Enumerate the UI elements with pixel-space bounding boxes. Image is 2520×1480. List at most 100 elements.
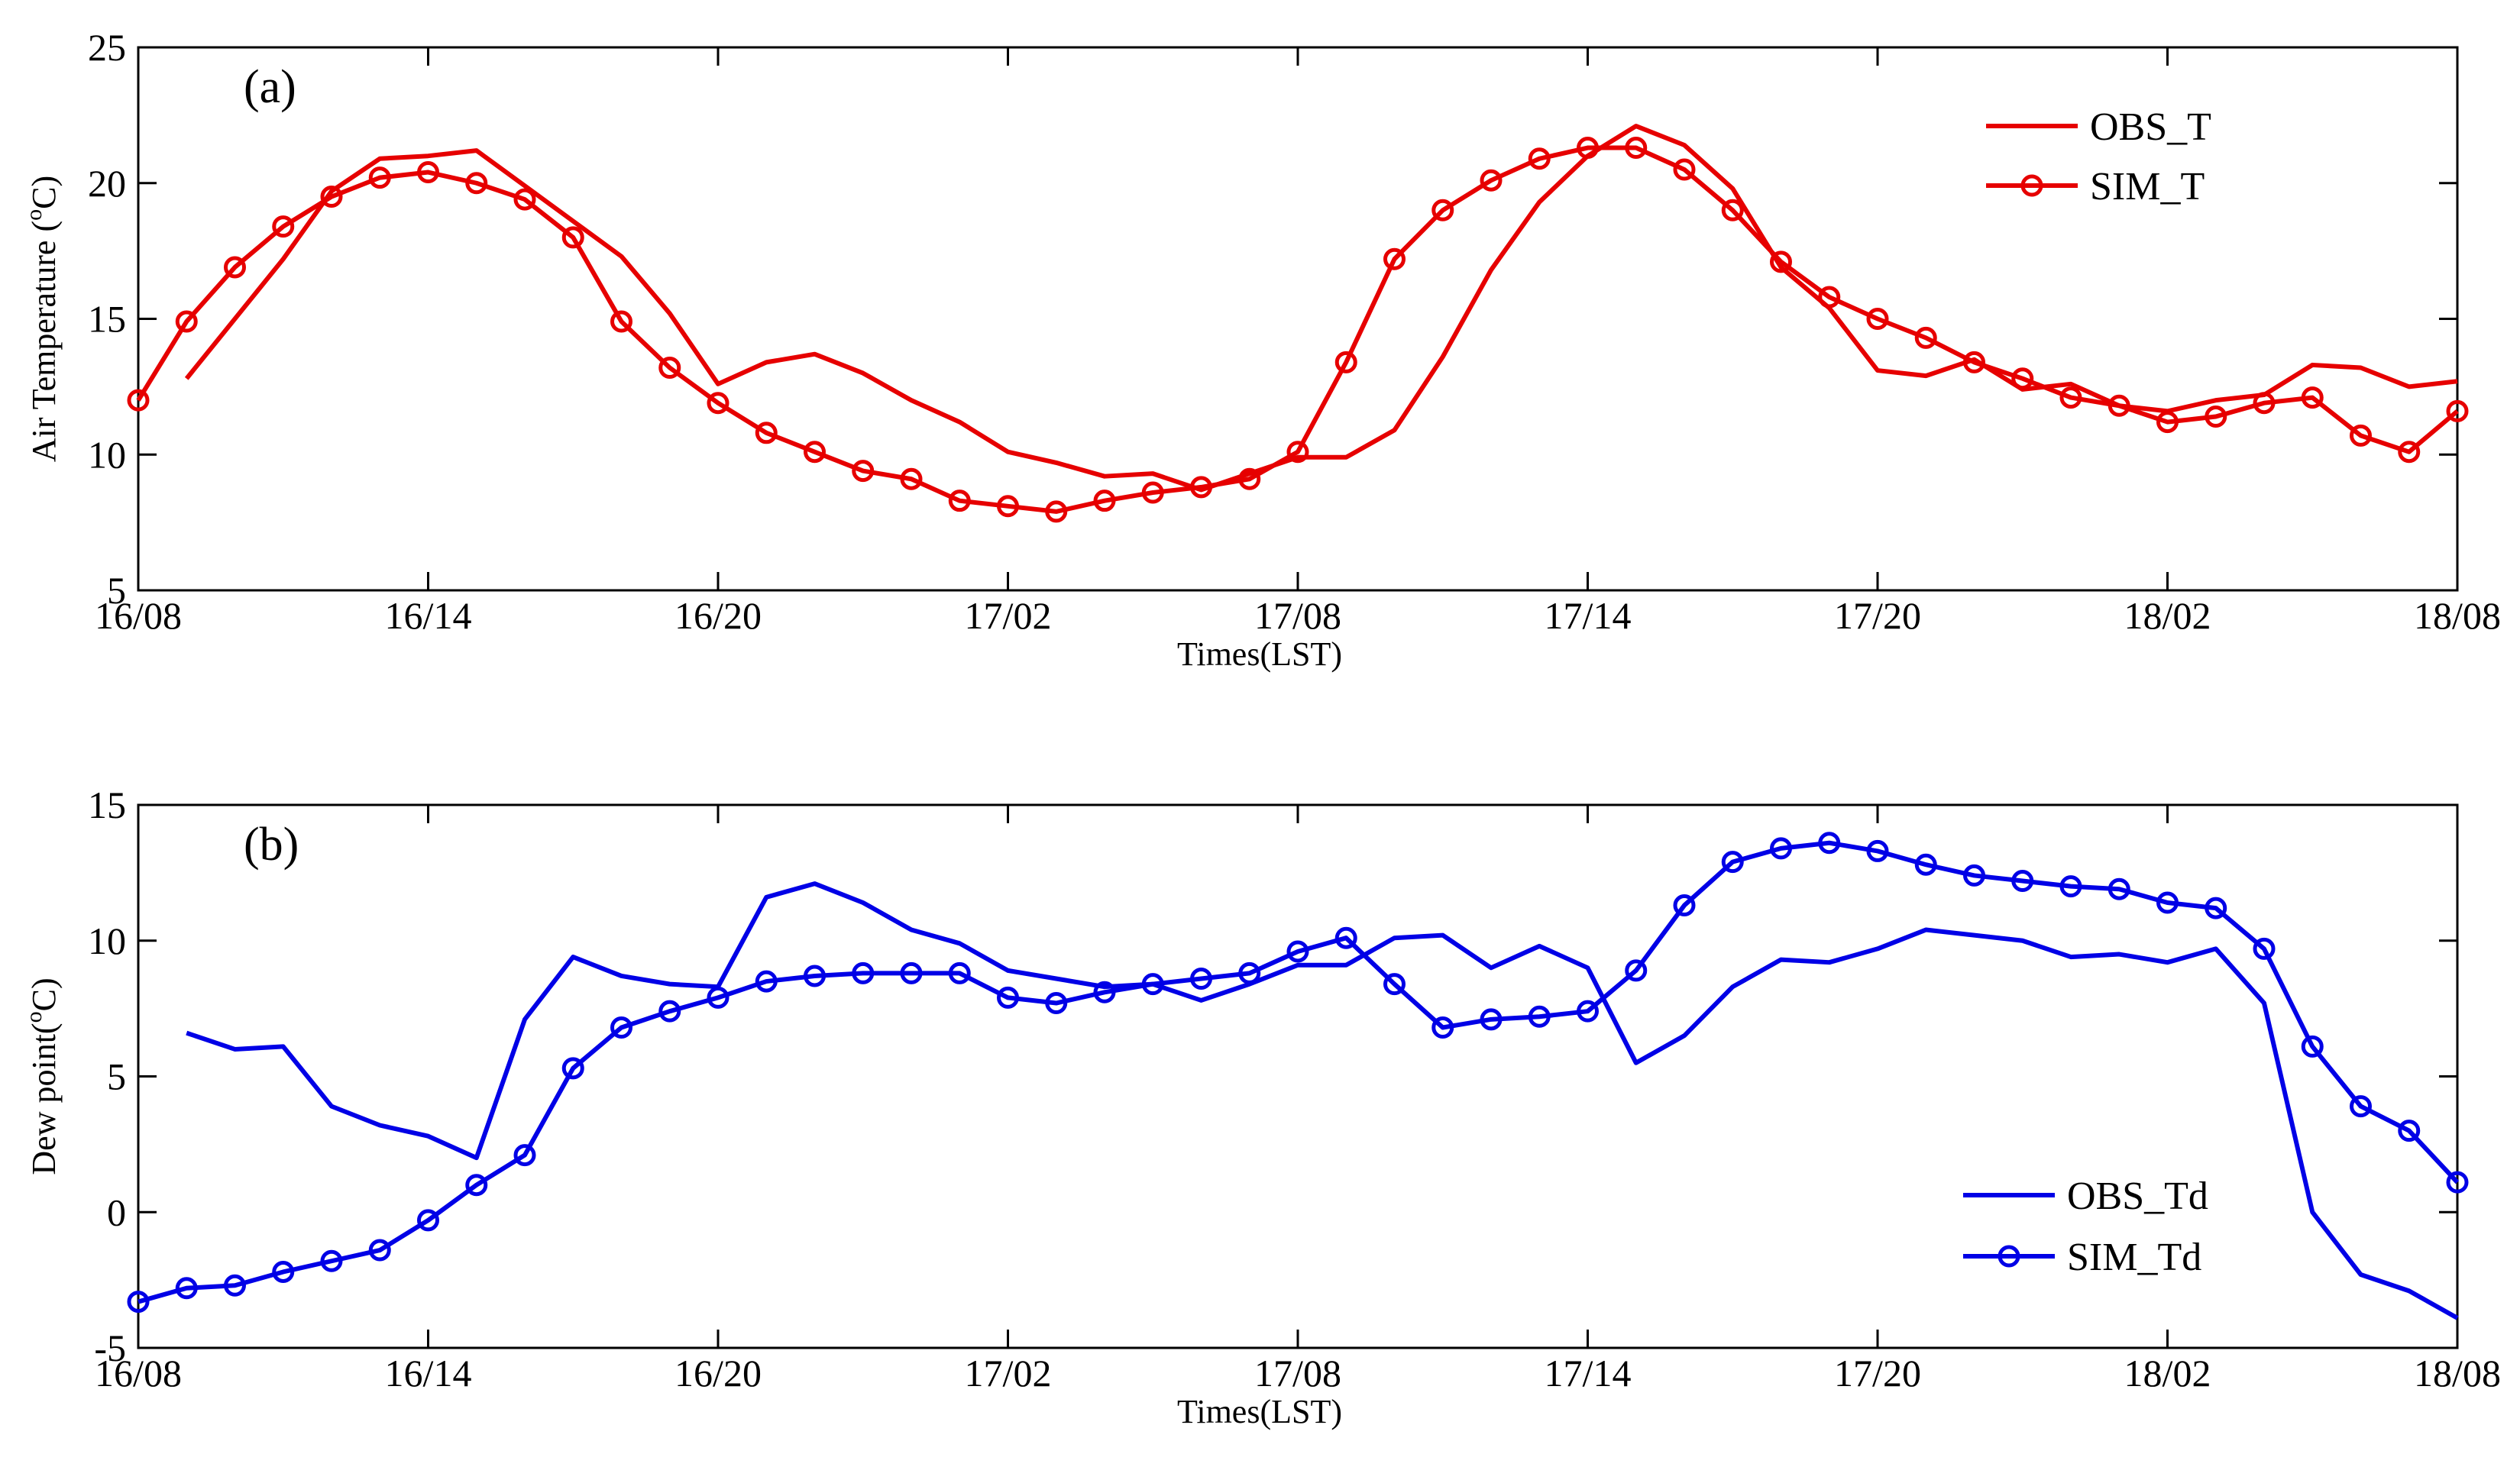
data-point [2156, 411, 2179, 434]
data-point [2253, 392, 2276, 415]
data-point [707, 986, 729, 1009]
data-point [1818, 832, 1841, 855]
data-point [1963, 864, 1985, 887]
data-point [1625, 137, 1648, 160]
x-tick-label: 17/20 [1834, 594, 1921, 637]
y-tick-label: -5 [94, 1327, 126, 1369]
x-tick-label: 17/08 [1254, 594, 1341, 637]
data-point [561, 1057, 584, 1080]
data-point [1286, 441, 1309, 464]
y-axis-label-unit: C) [25, 176, 63, 209]
data-point [2011, 367, 2034, 390]
data-point [127, 1291, 150, 1314]
data-point [755, 422, 778, 444]
data-point [900, 467, 923, 490]
data-point [175, 1277, 198, 1300]
data-point [1238, 467, 1261, 490]
data-point [2156, 891, 2179, 914]
data-point [2301, 1035, 2324, 1058]
data-point [1770, 250, 1792, 273]
data-point [658, 1000, 681, 1023]
data-point [658, 356, 681, 379]
data-point [224, 1274, 246, 1297]
data-point [465, 1174, 488, 1197]
x-tick-label: 17/08 [1254, 1352, 1341, 1394]
x-tick-label: 18/08 [2414, 594, 2501, 637]
data-point [224, 256, 246, 279]
y-axis-label-text: Air Temperature ( [25, 221, 63, 462]
data-point [2011, 870, 2034, 893]
data-point [1963, 351, 1985, 373]
x-tick-label: 17/14 [1545, 1352, 1632, 1394]
series-line [137, 840, 2460, 1304]
y-tick-label: 10 [88, 919, 126, 962]
data-point [368, 1239, 391, 1262]
data-point [755, 970, 778, 993]
y-tick-label: 0 [107, 1191, 126, 1233]
data-point [900, 961, 923, 984]
data-point [2108, 877, 2130, 900]
data-point [1480, 1008, 1503, 1031]
y-tick-label: 15 [88, 784, 126, 826]
data-point [417, 161, 439, 184]
series-line [186, 881, 2459, 1320]
panel-a: 5 10 15 20 25 16/08 16/14 16/20 17/02 17/08 17/14 1… [21, 26, 2501, 673]
y-tick-label: 5 [107, 569, 126, 612]
x-tick-label: 16/08 [95, 594, 182, 637]
x-tick-label: 16/14 [385, 1352, 472, 1394]
data-point [997, 986, 1019, 1009]
data-point [1866, 308, 1889, 330]
data-point [2205, 897, 2227, 919]
data-point [852, 961, 875, 984]
data-point [1190, 476, 1212, 499]
data-point [465, 172, 488, 195]
panel-b: -5 0 5 10 15 16/08 16/14 16/20 17/02 17/08 17/14 17… [21, 784, 2501, 1430]
data-point [1625, 959, 1648, 982]
data-point [1045, 500, 1068, 523]
x-tick-label: 18/08 [2414, 1352, 2501, 1394]
data-point [2350, 1095, 2372, 1118]
series-sim-t [127, 137, 2469, 523]
panel-label: (b) [244, 819, 299, 871]
data-point [1914, 326, 1937, 349]
x-tick-label: 18/02 [2124, 1352, 2211, 1394]
data-point [1334, 351, 1357, 373]
data-point [513, 1144, 536, 1167]
data-point [1866, 839, 1889, 862]
data-point [1190, 968, 1212, 990]
data-point [1045, 992, 1068, 1015]
y-tick-label: 5 [107, 1055, 126, 1098]
y-tick-label: 15 [88, 298, 126, 341]
x-tick-label: 17/02 [965, 1352, 1052, 1394]
data-point [1673, 894, 1696, 917]
data-point [1721, 199, 1744, 221]
data-point [1818, 286, 1841, 309]
y-axis-label-unit: C) [25, 978, 63, 1011]
y-axis-label: Dew point(oC) [21, 978, 63, 1175]
data-point [1093, 490, 1116, 512]
x-tick-label: 17/02 [965, 594, 1052, 637]
data-point [1286, 940, 1309, 963]
y-tick-label: 20 [88, 162, 126, 205]
y-tick-label: 25 [88, 26, 126, 69]
data-point [1093, 981, 1116, 1003]
data-point [127, 389, 150, 412]
series-line [136, 145, 2459, 514]
legend-label: SIM_Td [2067, 1236, 2201, 1279]
data-point [1914, 853, 1937, 876]
data-point [1673, 158, 1696, 181]
data-point [1431, 199, 1454, 221]
data-point [2350, 424, 2372, 447]
data-point [2301, 386, 2324, 409]
x-axis-label: Times(LST) [1177, 1393, 1342, 1430]
data-point [320, 186, 343, 208]
data-point [610, 1016, 632, 1039]
data-point [1431, 1016, 1454, 1039]
data-point [2059, 386, 2082, 409]
data-point [513, 188, 536, 211]
series-obs-t [184, 124, 2458, 493]
data-point [2059, 875, 2082, 898]
data-point [1770, 837, 1792, 860]
series-sim-td [127, 832, 2469, 1314]
